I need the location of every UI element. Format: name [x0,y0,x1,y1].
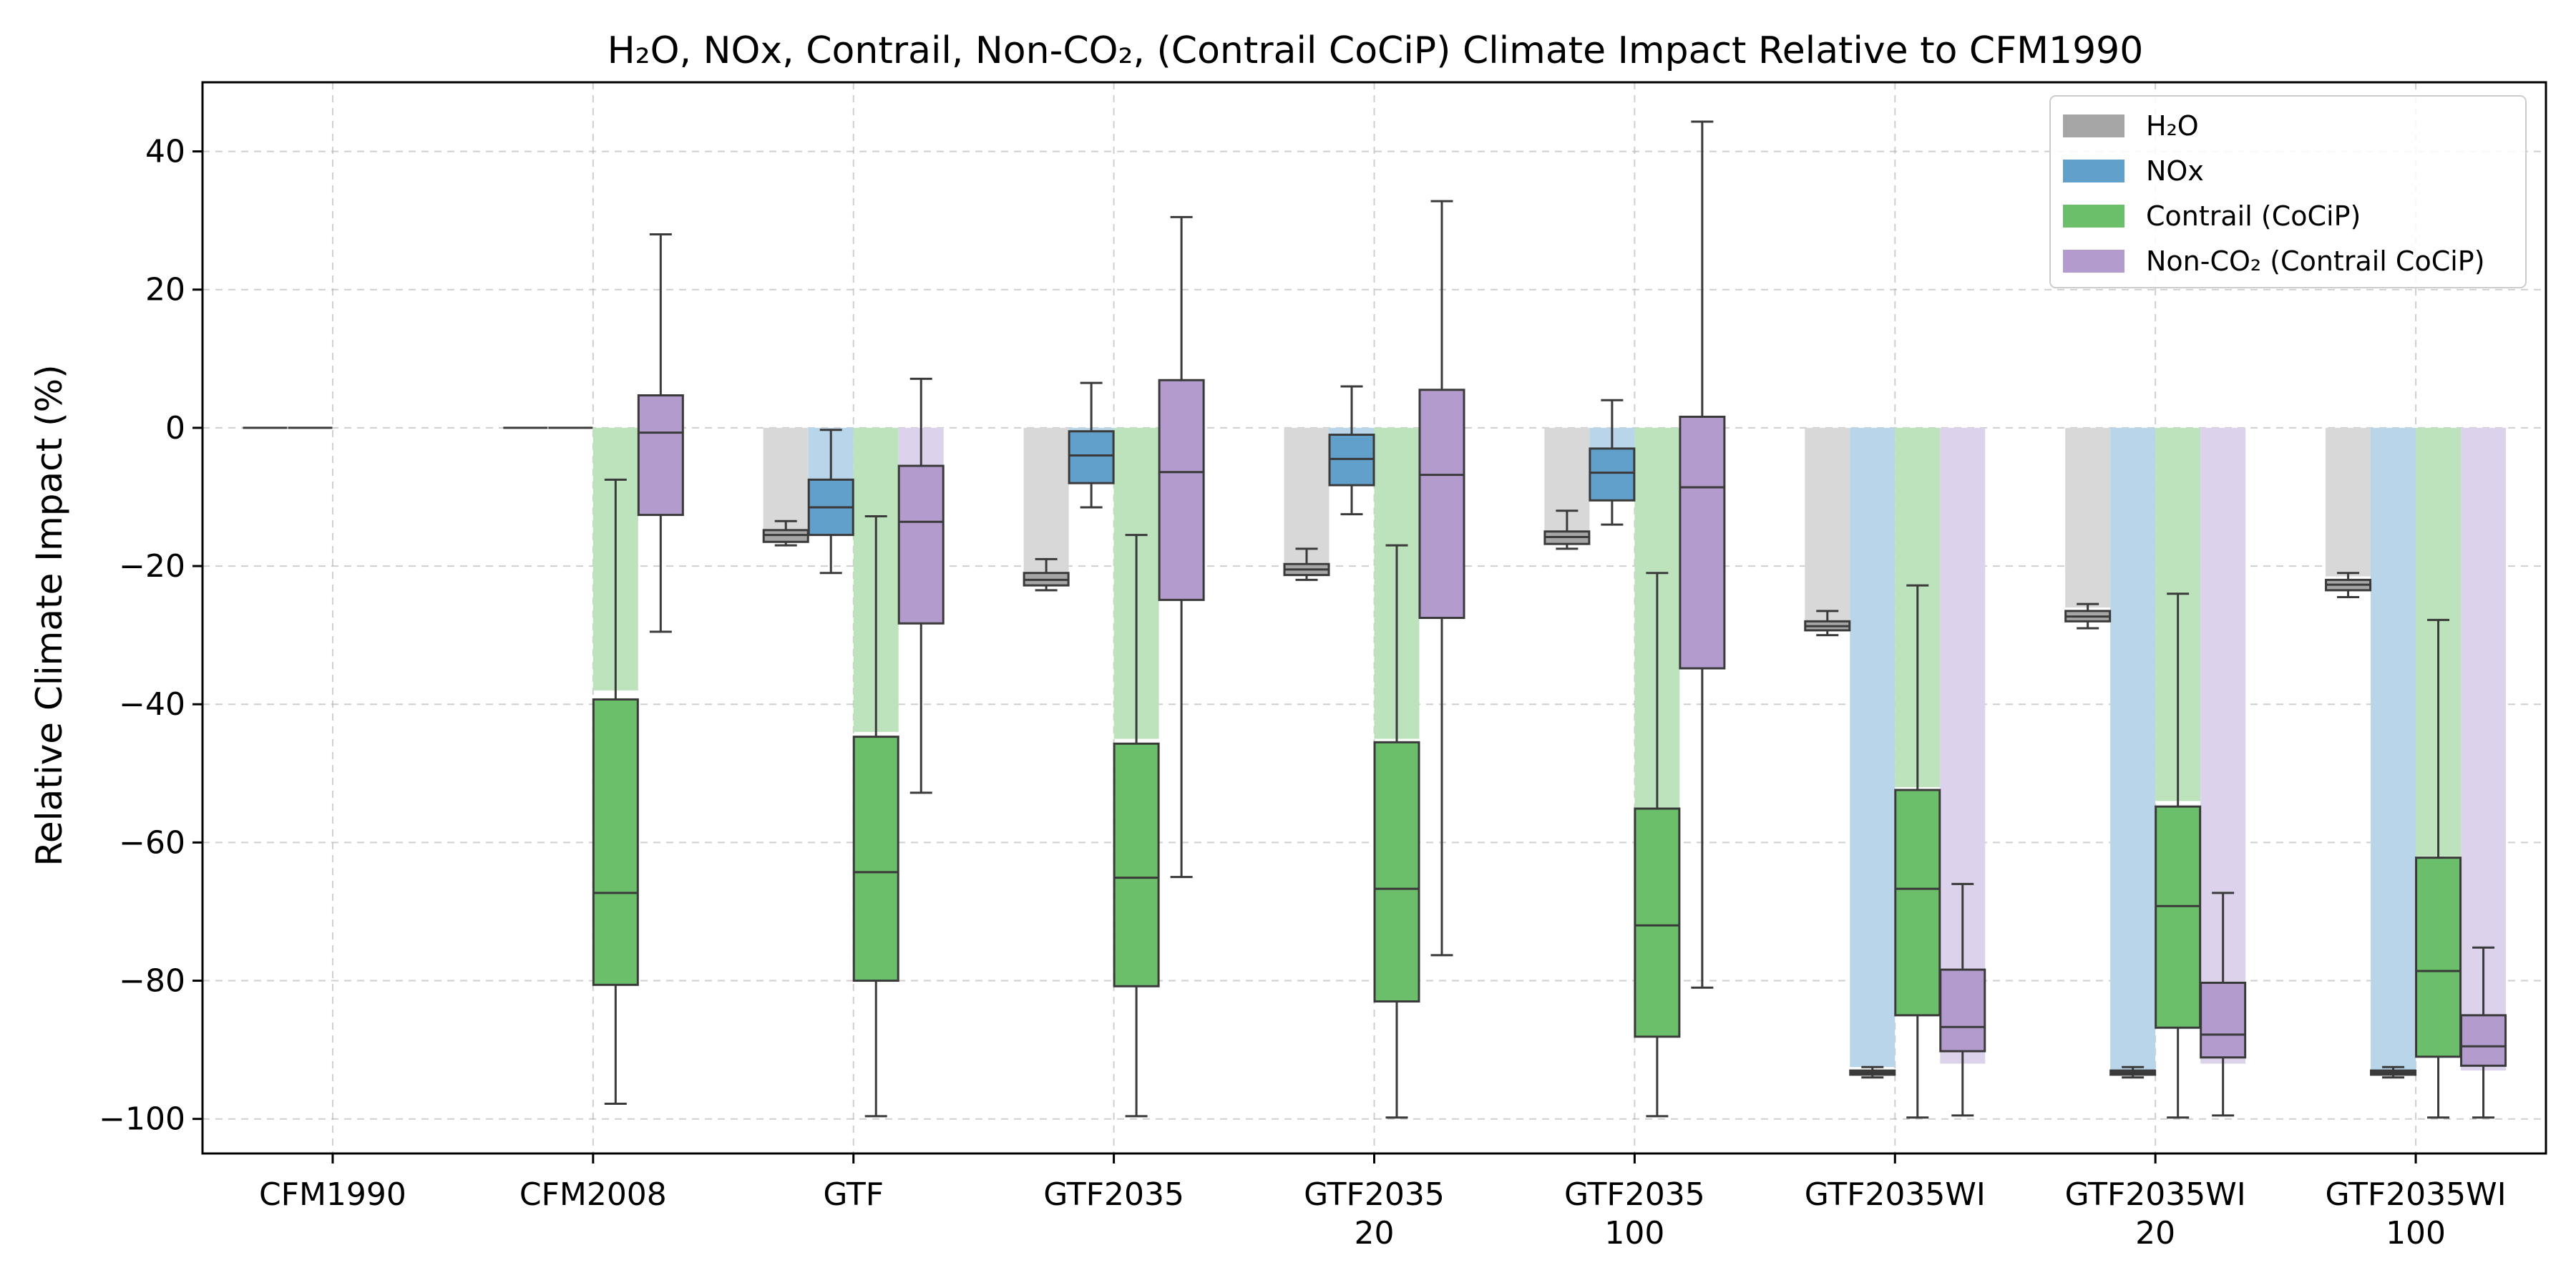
x-tick-label: GTF2035 [1564,1176,1705,1213]
box-iqr [1113,742,1160,987]
legend-label: H₂O [2146,110,2199,142]
y-ticks: −100 −80 −60 −40 −20 0 20 40 [99,134,203,1138]
box-iqr [592,698,639,986]
x-tick-label: 20 [1355,1215,1395,1252]
box-iqr [1939,968,1986,1053]
y-tick-label: −60 [119,824,185,861]
box-iqr [1418,389,1465,619]
mean-bar [2110,427,2156,1071]
box-iqr [1894,789,1941,1017]
mean-bar [1023,427,1069,573]
x-ticks: CFM1990 CFM2008 GTF GTF2035 GTF203520GTF2035… [259,1153,2507,1252]
box-iqr [637,394,684,517]
y-tick-label: −20 [119,548,185,585]
y-tick-label: 20 [145,272,185,308]
x-tick-label: CFM2008 [519,1176,667,1213]
chart-title: H₂O, NOx, Contrail, Non-CO₂, (Contrail C… [608,29,2144,72]
mean-bar [1805,427,1850,622]
y-axis-label: Relative Climate Impact (%) [29,364,70,866]
legend-label: Non-CO₂ (Contrail CoCiP) [2146,245,2485,277]
x-tick-label: GTF [823,1176,884,1213]
mean-bar [763,427,809,532]
box-iqr [1589,447,1636,502]
mean-bar [2371,427,2416,1071]
box-iqr [1679,415,1726,670]
mean-bar [1284,427,1330,563]
x-tick-label: 100 [1604,1215,1664,1252]
legend-swatch [2063,250,2124,273]
box-elements [243,120,2507,1119]
x-tick-label: 100 [2386,1215,2446,1252]
legend-swatch [2063,114,2124,137]
x-tick-label: GTF2035WI [2325,1176,2506,1213]
x-tick-label: GTF2035 [1304,1176,1445,1213]
mean-bar [2065,427,2111,608]
box-iqr [897,464,945,625]
x-tick-label: GTF2035WI [2065,1176,2246,1213]
legend-label: Contrail (CoCiP) [2146,200,2361,232]
box-iqr [1634,807,1681,1038]
box-iqr [2415,857,2462,1058]
x-tick-label: CFM1990 [259,1176,406,1213]
box-iqr [1068,430,1115,484]
y-tick-label: −80 [119,963,185,1000]
legend-label: NOx [2146,155,2204,187]
x-tick-label: 20 [2135,1215,2175,1252]
legend: H₂O NOx Contrail (CoCiP) Non-CO₂ (Contrail … [2049,95,2527,288]
legend-swatch [2063,160,2124,182]
legend-box [2049,95,2527,288]
x-tick-label: GTF2035 [1043,1176,1184,1213]
y-tick-label: −100 [99,1101,185,1138]
box-iqr [2460,1014,2507,1067]
legend-swatch [2063,205,2124,228]
mean-bars [592,427,2507,1071]
y-tick-label: 40 [145,134,185,170]
box-iqr [1373,741,1420,1003]
y-tick-label: −40 [119,686,185,723]
box-iqr [852,736,899,982]
box-iqr [1158,379,1205,601]
box-iqr [2155,805,2202,1029]
mean-bar [2326,427,2371,577]
mean-bar [1850,427,1896,1068]
y-tick-label: 0 [165,410,185,447]
x-tick-label: GTF2035WI [1805,1176,1986,1213]
box-iqr [2200,981,2247,1059]
